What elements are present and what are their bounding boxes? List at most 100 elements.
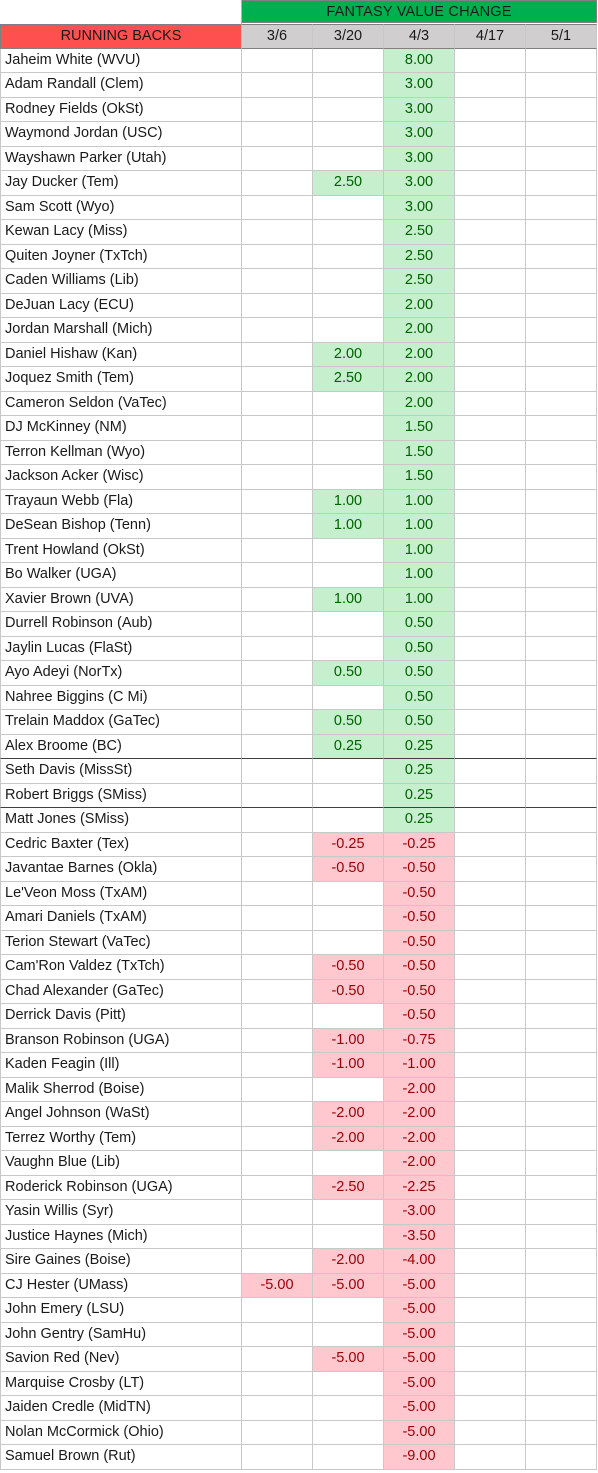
value-cell[interactable] — [313, 636, 384, 661]
value-cell[interactable] — [526, 1126, 597, 1151]
player-name-cell[interactable]: Rodney Fields (OkSt) — [0, 97, 242, 122]
player-name-cell[interactable]: Wayshawn Parker (Utah) — [0, 146, 242, 171]
player-name-cell[interactable]: DeJuan Lacy (ECU) — [0, 293, 242, 318]
value-cell[interactable] — [242, 685, 313, 710]
value-cell[interactable]: 3.00 — [384, 97, 455, 122]
player-name-cell[interactable]: Jaheim White (WVU) — [0, 48, 242, 73]
value-cell[interactable] — [242, 220, 313, 245]
value-cell[interactable] — [242, 881, 313, 906]
value-cell[interactable] — [455, 955, 526, 980]
value-cell[interactable]: 0.50 — [313, 710, 384, 735]
player-name-cell[interactable]: Angel Johnson (WaSt) — [0, 1102, 242, 1127]
value-cell[interactable]: -2.00 — [313, 1102, 384, 1127]
value-cell[interactable] — [313, 220, 384, 245]
value-cell[interactable] — [313, 612, 384, 637]
value-cell[interactable] — [455, 1224, 526, 1249]
value-cell[interactable] — [526, 171, 597, 196]
value-cell[interactable] — [455, 636, 526, 661]
value-cell[interactable] — [526, 465, 597, 490]
value-cell[interactable]: 1.00 — [384, 587, 455, 612]
value-cell[interactable] — [526, 97, 597, 122]
value-cell[interactable]: -0.25 — [384, 832, 455, 857]
value-cell[interactable] — [313, 1298, 384, 1323]
value-cell[interactable] — [526, 318, 597, 343]
value-cell[interactable]: -5.00 — [313, 1273, 384, 1298]
value-cell[interactable] — [455, 587, 526, 612]
value-cell[interactable] — [526, 1053, 597, 1078]
value-cell[interactable] — [455, 857, 526, 882]
player-name-cell[interactable]: Bo Walker (UGA) — [0, 563, 242, 588]
value-cell[interactable] — [455, 293, 526, 318]
value-cell[interactable] — [313, 1077, 384, 1102]
player-name-cell[interactable]: Caden Williams (Lib) — [0, 269, 242, 294]
value-cell[interactable] — [526, 734, 597, 759]
value-cell[interactable] — [526, 563, 597, 588]
value-cell[interactable] — [455, 391, 526, 416]
value-cell[interactable]: 0.50 — [313, 661, 384, 686]
value-cell[interactable] — [526, 636, 597, 661]
value-cell[interactable] — [313, 416, 384, 441]
value-cell[interactable] — [242, 489, 313, 514]
value-cell[interactable] — [313, 1445, 384, 1470]
value-cell[interactable] — [455, 1102, 526, 1127]
value-cell[interactable] — [526, 514, 597, 539]
value-cell[interactable]: 0.50 — [384, 710, 455, 735]
value-cell[interactable] — [242, 1371, 313, 1396]
player-name-cell[interactable]: Trent Howland (OkSt) — [0, 538, 242, 563]
value-cell[interactable] — [242, 808, 313, 833]
value-cell[interactable] — [526, 979, 597, 1004]
value-cell[interactable] — [455, 1077, 526, 1102]
value-cell[interactable]: 2.00 — [384, 318, 455, 343]
value-cell[interactable] — [313, 808, 384, 833]
player-name-cell[interactable]: DeSean Bishop (Tenn) — [0, 514, 242, 539]
value-cell[interactable] — [242, 832, 313, 857]
date-header[interactable]: 4/3 — [384, 24, 455, 49]
value-cell[interactable] — [455, 489, 526, 514]
value-cell[interactable] — [455, 465, 526, 490]
value-cell[interactable] — [526, 832, 597, 857]
value-cell[interactable]: 0.50 — [384, 612, 455, 637]
value-cell[interactable]: 0.50 — [384, 685, 455, 710]
value-cell[interactable]: -0.50 — [313, 955, 384, 980]
player-name-cell[interactable]: Jaiden Credle (MidTN) — [0, 1396, 242, 1421]
value-cell[interactable]: -0.50 — [384, 955, 455, 980]
value-cell[interactable] — [526, 857, 597, 882]
value-cell[interactable] — [242, 171, 313, 196]
value-cell[interactable] — [242, 783, 313, 808]
value-cell[interactable] — [242, 1028, 313, 1053]
value-cell[interactable] — [313, 73, 384, 98]
value-cell[interactable] — [455, 1322, 526, 1347]
value-cell[interactable] — [313, 930, 384, 955]
value-cell[interactable] — [242, 906, 313, 931]
value-cell[interactable] — [455, 612, 526, 637]
value-cell[interactable] — [455, 1175, 526, 1200]
value-cell[interactable] — [242, 146, 313, 171]
value-cell[interactable] — [455, 1053, 526, 1078]
value-cell[interactable] — [242, 636, 313, 661]
value-cell[interactable] — [455, 1126, 526, 1151]
value-cell[interactable] — [526, 391, 597, 416]
value-cell[interactable] — [526, 783, 597, 808]
value-cell[interactable] — [455, 783, 526, 808]
value-cell[interactable]: -2.00 — [384, 1151, 455, 1176]
value-cell[interactable] — [526, 955, 597, 980]
value-cell[interactable] — [313, 563, 384, 588]
value-cell[interactable] — [313, 97, 384, 122]
value-cell[interactable]: 3.00 — [384, 122, 455, 147]
value-cell[interactable] — [526, 881, 597, 906]
value-cell[interactable] — [455, 930, 526, 955]
value-cell[interactable] — [313, 1322, 384, 1347]
player-name-cell[interactable]: Ayo Adeyi (NorTx) — [0, 661, 242, 686]
player-name-cell[interactable]: Cedric Baxter (Tex) — [0, 832, 242, 857]
value-cell[interactable] — [526, 1028, 597, 1053]
value-cell[interactable] — [455, 832, 526, 857]
value-cell[interactable] — [242, 122, 313, 147]
value-cell[interactable] — [455, 685, 526, 710]
value-cell[interactable] — [455, 759, 526, 784]
value-cell[interactable] — [455, 1396, 526, 1421]
value-cell[interactable]: -2.50 — [313, 1175, 384, 1200]
value-cell[interactable] — [313, 318, 384, 343]
value-cell[interactable]: -5.00 — [384, 1298, 455, 1323]
value-cell[interactable]: 1.50 — [384, 440, 455, 465]
value-cell[interactable]: 2.00 — [384, 293, 455, 318]
